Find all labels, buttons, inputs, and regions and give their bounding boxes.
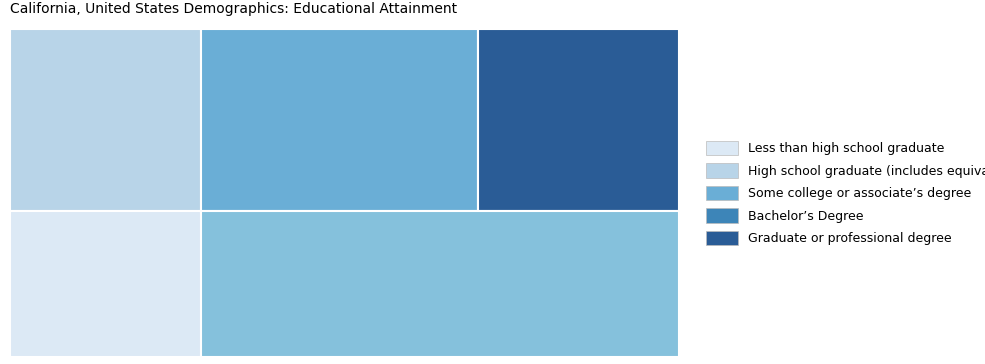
Text: California, United States Demographics: Educational Attainment: California, United States Demographics: … <box>10 2 457 16</box>
Bar <box>10 29 201 211</box>
Bar <box>201 29 478 211</box>
Legend: Less than high school graduate, High school graduate (includes equivalency), Som: Less than high school graduate, High sch… <box>706 141 985 245</box>
Bar <box>201 211 679 357</box>
Bar <box>478 29 679 211</box>
Bar <box>10 211 201 357</box>
